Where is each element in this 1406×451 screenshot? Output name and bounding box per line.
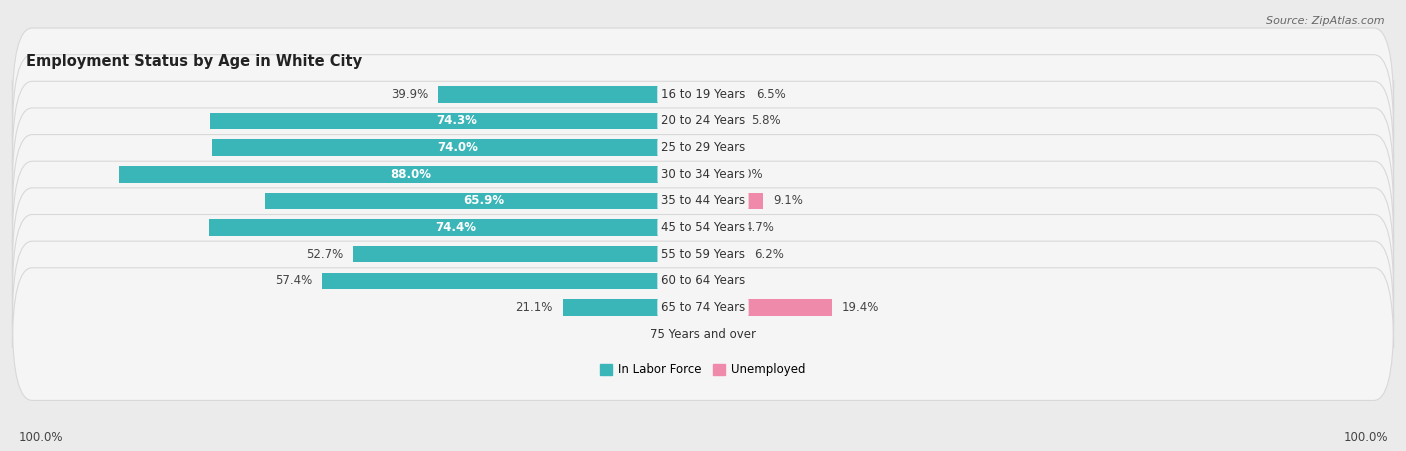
Bar <box>209 113 703 129</box>
Bar <box>703 219 734 236</box>
Text: 0.0%: 0.0% <box>713 141 742 154</box>
Bar <box>703 139 737 156</box>
FancyBboxPatch shape <box>13 161 1393 294</box>
Bar <box>703 326 737 342</box>
Text: 9.1%: 9.1% <box>773 194 803 207</box>
FancyBboxPatch shape <box>13 134 1393 267</box>
Bar <box>322 272 703 289</box>
Bar <box>439 86 703 103</box>
Text: 100.0%: 100.0% <box>1343 431 1388 444</box>
Text: 60 to 64 Years: 60 to 64 Years <box>661 274 745 287</box>
Text: 6.5%: 6.5% <box>756 88 786 101</box>
FancyBboxPatch shape <box>13 268 1393 400</box>
Bar <box>266 193 703 209</box>
Text: 65 to 74 Years: 65 to 74 Years <box>661 301 745 314</box>
FancyBboxPatch shape <box>13 188 1393 321</box>
Text: 30 to 34 Years: 30 to 34 Years <box>661 168 745 181</box>
FancyBboxPatch shape <box>13 241 1393 374</box>
Text: 45 to 54 Years: 45 to 54 Years <box>661 221 745 234</box>
Bar <box>703 193 763 209</box>
FancyBboxPatch shape <box>13 215 1393 347</box>
Text: 16 to 19 Years: 16 to 19 Years <box>661 88 745 101</box>
Text: 0.0%: 0.0% <box>713 327 742 341</box>
Text: 100.0%: 100.0% <box>18 431 63 444</box>
Text: 88.0%: 88.0% <box>391 168 432 181</box>
Text: 3.0%: 3.0% <box>733 168 762 181</box>
Text: 39.9%: 39.9% <box>391 88 427 101</box>
Text: 57.4%: 57.4% <box>274 274 312 287</box>
Text: 25 to 29 Years: 25 to 29 Years <box>661 141 745 154</box>
Text: 65.9%: 65.9% <box>464 194 505 207</box>
Bar <box>562 299 703 316</box>
Legend: In Labor Force, Unemployed: In Labor Force, Unemployed <box>596 359 810 381</box>
Text: 6.2%: 6.2% <box>754 248 785 261</box>
Text: 0.0%: 0.0% <box>664 327 693 341</box>
FancyBboxPatch shape <box>13 81 1393 214</box>
Bar <box>703 113 741 129</box>
FancyBboxPatch shape <box>13 108 1393 240</box>
Bar <box>118 166 703 183</box>
Bar <box>703 272 737 289</box>
Bar <box>703 166 723 183</box>
Bar <box>353 246 703 262</box>
Bar <box>703 246 744 262</box>
Text: 55 to 59 Years: 55 to 59 Years <box>661 248 745 261</box>
Text: 75 Years and over: 75 Years and over <box>650 327 756 341</box>
Text: Employment Status by Age in White City: Employment Status by Age in White City <box>25 54 361 69</box>
Text: 35 to 44 Years: 35 to 44 Years <box>661 194 745 207</box>
Bar <box>209 219 703 236</box>
FancyBboxPatch shape <box>13 28 1393 161</box>
Bar <box>703 86 747 103</box>
Text: 5.8%: 5.8% <box>751 115 782 128</box>
Text: 0.0%: 0.0% <box>713 274 742 287</box>
Text: 52.7%: 52.7% <box>307 248 343 261</box>
Text: 74.4%: 74.4% <box>436 221 477 234</box>
Text: 74.0%: 74.0% <box>437 141 478 154</box>
Bar <box>703 299 832 316</box>
Text: 21.1%: 21.1% <box>516 301 553 314</box>
Text: 20 to 24 Years: 20 to 24 Years <box>661 115 745 128</box>
Bar <box>212 139 703 156</box>
Text: 4.7%: 4.7% <box>744 221 775 234</box>
Text: 74.3%: 74.3% <box>436 115 477 128</box>
Text: 19.4%: 19.4% <box>842 301 879 314</box>
Text: Source: ZipAtlas.com: Source: ZipAtlas.com <box>1267 16 1385 26</box>
FancyBboxPatch shape <box>13 55 1393 187</box>
